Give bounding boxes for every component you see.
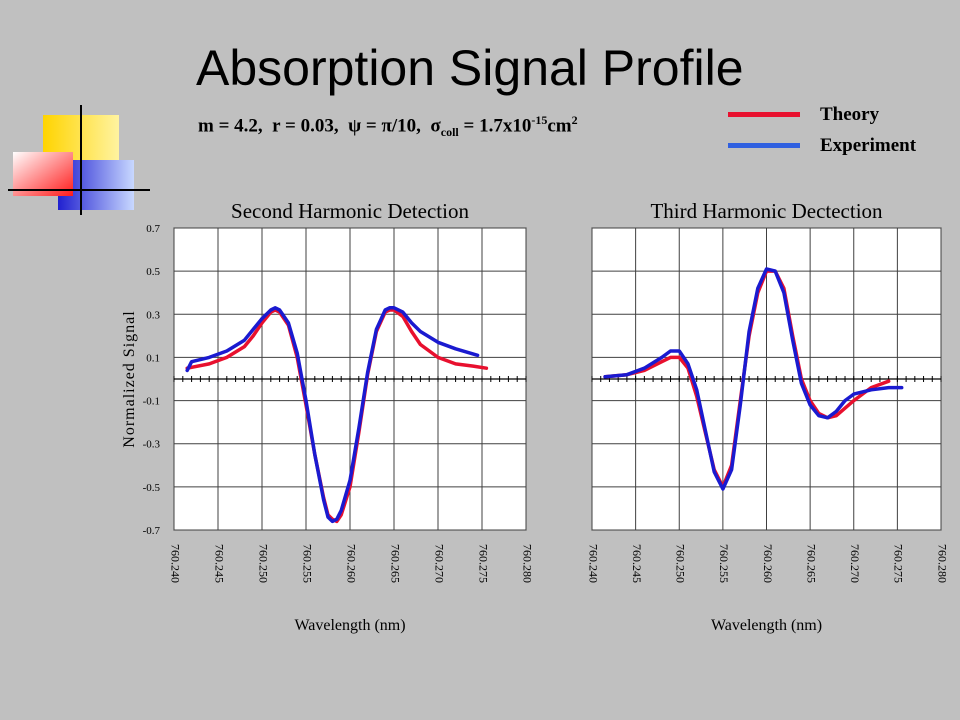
chart1-y-tick-label: 0.5: [146, 266, 160, 278]
chart2-x-tick-label: 760.260: [761, 544, 775, 583]
chart1-y-tick-label: 0.1: [146, 352, 160, 364]
chart1-x-tick-label: 760.280: [520, 544, 534, 583]
deco-red-block: [13, 152, 73, 196]
chart1-x-tick-label: 760.240: [168, 544, 182, 583]
chart1-x-tick-label: 760.275: [476, 544, 490, 583]
legend-theory-swatch: [728, 112, 800, 117]
chart1-x-tick-label: 760.260: [344, 544, 358, 583]
chart1-x-tick-label: 760.245: [212, 544, 226, 583]
chart2-x-tick-label: 760.280: [935, 544, 949, 583]
chart1-title: Second Harmonic Detection: [231, 199, 469, 223]
param-sigma-symbol: σ: [430, 115, 441, 137]
chart2-x-tick-label: 760.255: [717, 544, 731, 583]
legend-theory-label: Theory: [820, 104, 880, 125]
chart2-x-tick-label: 760.240: [586, 544, 600, 583]
chart1-x-tick-label: 760.250: [256, 544, 270, 583]
chart1-x-tick-label: 760.255: [300, 544, 314, 583]
legend-theory: Theory: [728, 104, 948, 128]
chart1-y-tick-label: -0.7: [143, 525, 161, 537]
chart2-x-axis-label: Wavelength (nm): [711, 617, 822, 634]
chart1-series-experiment: [185, 306, 480, 524]
param-unit: cm: [547, 115, 572, 137]
param-sigma-exponent: -15: [531, 113, 548, 127]
chart1-y-tick-label: 0.3: [146, 309, 160, 321]
chart1-x-axis-label: Wavelength (nm): [294, 617, 405, 634]
legend-experiment: Experiment: [728, 135, 948, 159]
chart2-series-experiment: [603, 267, 904, 491]
chart1-x-tick-label: 760.270: [432, 544, 446, 583]
chart1-x-tick-label: 760.265: [388, 544, 402, 583]
chart1-y-tick-label: 0.7: [146, 223, 160, 235]
param-sigma-subscript: coll: [440, 125, 459, 140]
chart2-x-tick-label: 760.270: [848, 544, 862, 583]
chart2-x-tick-label: 760.265: [804, 544, 818, 583]
chart1-y-tick-label: -0.5: [143, 482, 161, 494]
chart1-y-axis-label: Normalized Signal: [121, 310, 138, 447]
param-psi: ψ = π/10,: [348, 115, 421, 137]
decorative-blocks: [8, 105, 150, 215]
parameter-line: m = 4.2, r = 0.03, ψ = π/10, σcoll = 1.7…: [198, 113, 578, 140]
chart2-title: Third Harmonic Dectection: [650, 199, 883, 223]
legend-experiment-label: Experiment: [820, 135, 917, 156]
param-m: m = 4.2,: [198, 115, 263, 137]
chart1-y-tick-label: -0.1: [143, 396, 160, 408]
legend-experiment-swatch: [728, 143, 800, 148]
chart1-y-tick-label: -0.3: [143, 439, 161, 451]
param-r: r = 0.03,: [272, 115, 339, 137]
chart2-x-tick-label: 760.245: [630, 544, 644, 583]
param-unit-exponent: 2: [571, 113, 578, 127]
chart2-x-tick-label: 760.250: [674, 544, 688, 583]
slide-title: Absorption Signal Profile: [196, 40, 744, 96]
param-sigma-value: = 1.7x10: [463, 115, 532, 137]
chart2-x-tick-label: 760.275: [892, 544, 906, 583]
